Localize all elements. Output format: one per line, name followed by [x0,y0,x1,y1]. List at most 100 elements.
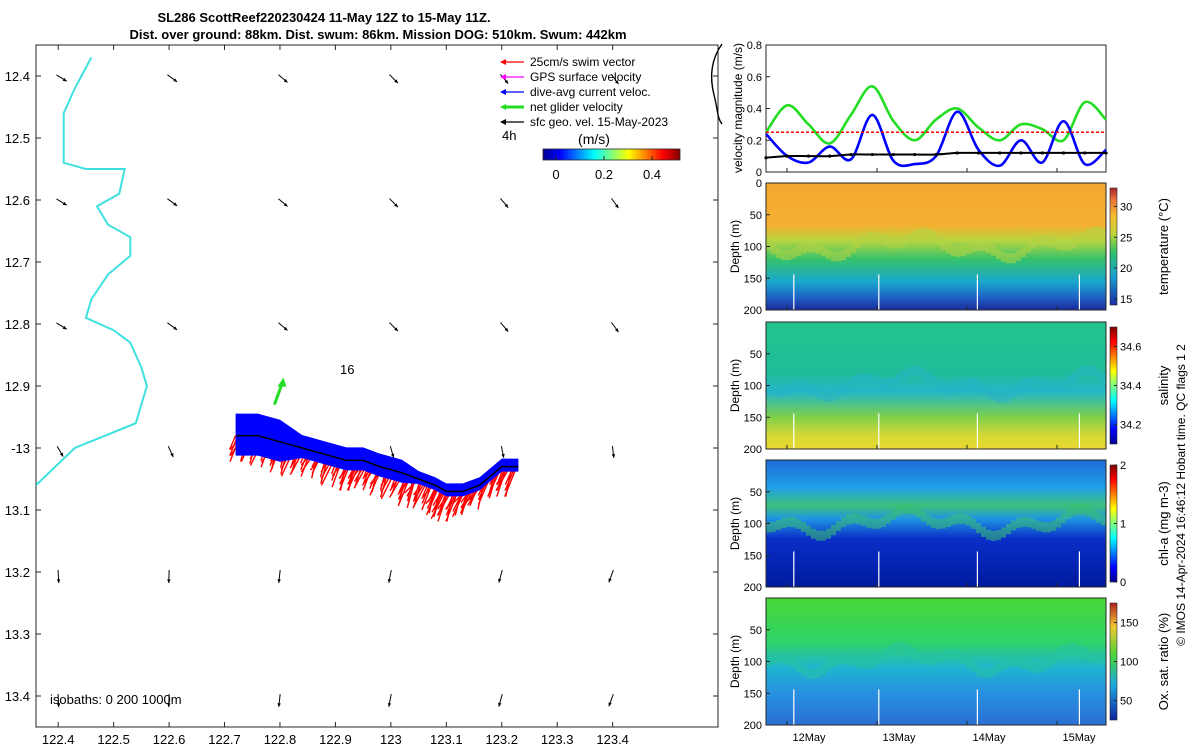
profile-texture [936,519,941,530]
profile-texture [786,516,791,527]
profile-texture [1076,644,1081,655]
current-arrow [278,322,288,331]
profile-texture [766,384,771,395]
colorbar-tick-label: 30 [1120,201,1132,213]
profile-texture [1036,662,1041,673]
profile-texture [986,529,991,540]
coastline-isobath [36,56,148,486]
colorbar-tick-label: 2 [1120,460,1126,472]
profile-texture [1056,239,1061,250]
profile-texture [816,243,821,254]
profile-texture [916,228,921,239]
geo-velocity-point [934,152,938,157]
profile-texture [841,517,846,528]
data-gap [976,413,978,449]
profile-texture [1076,235,1081,246]
time-tick-label: 12May [792,732,826,744]
geo-velocity-point [955,151,959,155]
profile-texture [1021,380,1026,391]
oxygen-panel: 50 100 150 200 Depth (m) 50 100 150 Ox. sat. rat… [728,597,1171,732]
colorbar-tick-label: 0.2 [595,167,613,182]
profile-texture [991,665,996,676]
profile-texture [776,520,781,531]
profile-texture [836,521,841,532]
colorbar-tick-label: 15 [1120,294,1132,306]
profile-texture [941,239,946,250]
profile-texture [1011,253,1016,264]
profile-texture [821,390,826,401]
depth-tick-label: 200 [744,582,762,594]
profile-texture [1011,520,1016,531]
profile-texture [866,517,871,528]
current-arrow [387,693,392,707]
current-arrow [389,445,395,458]
profile-texture [1066,643,1071,654]
chlorophyll-panel: 50 100 150 200 Depth (m) 0 1 2 chl-a (mg m-3) [728,459,1171,594]
profile-texture [826,528,831,539]
current-arrow [167,569,171,584]
profile-texture [1016,384,1021,395]
map-y-ticks: 12.4 12.5 12.6 12.7 12.8 12.9 -13 13.1 13.2 13.3 1… [5,69,718,704]
profile-texture [781,250,786,261]
profile-texture [911,647,916,658]
geo-velocity-point [891,152,896,157]
profile-texture [956,513,961,524]
profile-texture [1006,657,1011,668]
profile-texture [841,653,846,664]
profile-texture [996,530,1001,541]
map-x-tick-label: 122.5 [97,732,130,747]
profile-texture [791,517,796,528]
profile-texture [861,373,866,384]
profile-texture [876,518,881,529]
profile-texture [1091,652,1096,663]
profile-texture [806,668,811,679]
profile-texture [896,238,901,249]
profile-texture [936,653,941,664]
profile-texture [1036,520,1041,531]
map-y-tick-label: 13.4 [5,689,30,704]
profile-texture [881,516,886,527]
colorbar-unit: (m/s) [578,131,610,147]
profile-texture [971,662,976,673]
colorbar-tick-label: 0 [1120,577,1126,589]
depth-tick-label: 100 [744,519,762,531]
current-arrow [500,322,509,332]
profile-texture [1071,643,1076,654]
profile-texture [801,380,806,391]
copyright-note: © IMOS 14-Apr-2024 16:46:12 Hobart time.… [1174,344,1188,646]
map-x-tick-label: 122.7 [208,732,241,747]
profile-texture [916,507,921,518]
profile-texture [911,365,916,376]
data-gap [976,274,978,310]
map-y-tick-label: 12.4 [5,69,30,84]
data-gap [878,413,880,449]
profile-texture [1056,649,1061,660]
profile-texture [986,387,991,398]
geo-velocity-point [1040,151,1044,155]
profile-texture [931,517,936,528]
profile-texture [1041,235,1046,246]
data-gap [1078,274,1080,310]
profile-texture [926,228,931,239]
profile-texture [851,513,856,524]
depth-axis-label: Depth (m) [728,359,742,412]
title-line-2: Dist. over ground: 88km. Dist. swum: 86k… [129,27,626,42]
map-y-tick-label: 12.8 [5,317,30,332]
profile-texture [1046,235,1051,246]
profile-texture [1086,228,1091,239]
profile-texture [1056,517,1061,528]
profile-texture [971,378,976,389]
map-y-tick-label: 13.3 [5,627,30,642]
profile-texture [951,382,956,393]
profile-texture [1091,366,1096,377]
profile-texture [871,518,876,529]
current-arrow [56,74,67,82]
map-x-tick-label: 122.8 [264,732,297,747]
profile-texture [936,235,941,246]
profile-texture [1001,252,1006,263]
time-tick-label: 14May [972,732,1006,744]
profile-texture [816,667,821,678]
profile-texture [1096,369,1101,380]
profile-texture [1076,503,1081,514]
